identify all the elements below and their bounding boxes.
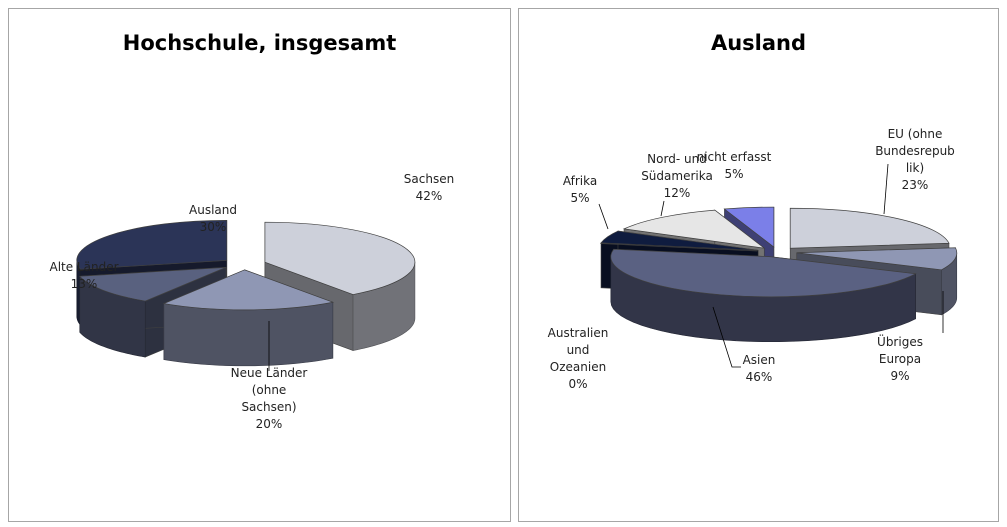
pie-slice-ausland-0 bbox=[789, 207, 950, 249]
pie-data-label: Übriges Europa 9% bbox=[877, 333, 923, 383]
pie-slice-side bbox=[163, 301, 334, 367]
pie-leader-line bbox=[660, 200, 665, 217]
pie-data-label: Sachsen 42% bbox=[404, 172, 454, 203]
pie-slice-ausland-5 bbox=[622, 209, 766, 249]
pie-slice-hochschule-3 bbox=[76, 219, 228, 270]
pie-slice-hochschule-1 bbox=[162, 269, 335, 311]
pie-data-label: Australien und Ozeanien 0% bbox=[548, 326, 609, 391]
pie-chart-ausland: EU (ohne Bundesrepub lik) 23% Übriges Europa 9… bbox=[548, 127, 958, 391]
pie-slice-ausland-2 bbox=[610, 248, 917, 298]
pie-slice-ausland-6 bbox=[723, 206, 775, 248]
pie-data-label: Neue Länder (ohne Sachsen) 20% bbox=[231, 366, 308, 431]
chart-panel-ausland: Ausland EU (ohne Bundesrepub lik) 23% Übrige… bbox=[518, 8, 999, 522]
pie-leader-line bbox=[598, 203, 609, 230]
pie-chart-hochschule: Sachsen 42% Neue Länder (ohne Sachsen) 20% Alt… bbox=[49, 172, 454, 431]
pie-slice-hochschule-0 bbox=[264, 221, 416, 295]
pie-data-label: EU (ohne Bundesrepub lik) 23% bbox=[875, 127, 955, 192]
pie-data-label: Nord- und Südamerika 12% bbox=[641, 152, 713, 200]
chart-title: Ausland bbox=[710, 31, 807, 55]
pie-data-label: Ausland 30% bbox=[189, 203, 237, 234]
chart-title: Hochschule, insgesamt bbox=[122, 31, 397, 55]
pie-leader-line bbox=[712, 306, 741, 368]
pie-data-label: nicht erfasst 5% bbox=[697, 150, 772, 181]
pie-slice-ausland-1 bbox=[796, 247, 958, 271]
pie-data-label: Afrika 5% bbox=[563, 174, 597, 205]
pie-data-label: Asien 46% bbox=[743, 353, 776, 384]
chart-panel-hochschule: Hochschule, insgesamt Sachsen 42% Neue Län… bbox=[8, 8, 511, 522]
pie-slice-hochschule-2 bbox=[79, 267, 227, 302]
pie-data-label: Alte Länder 13% bbox=[49, 260, 118, 291]
pie-slice-ausland-3 bbox=[600, 243, 758, 252]
pie-slice-ausland-4 bbox=[600, 230, 759, 251]
pie-leader-line bbox=[883, 163, 889, 215]
